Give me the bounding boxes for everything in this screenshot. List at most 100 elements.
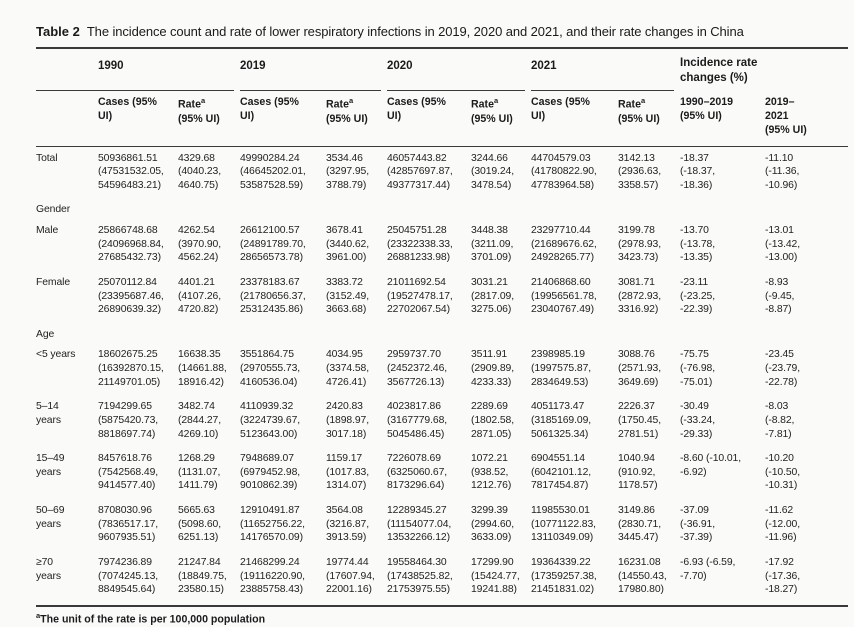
table-cell: 12289345.27 (11154077.04, 13532266.12) — [387, 505, 452, 544]
table-row: 50–69 years 8708030.96 (7836517.17, 96079… — [36, 499, 848, 551]
table-cell: 23297710.44 (21689676.62, 24928265.77) — [531, 225, 597, 264]
table-label: Table 2 — [36, 24, 80, 39]
table-row: Female 25070112.84 (23395687.46, 26890639… — [36, 271, 848, 323]
table-cell: 19774.44 (17607.94, 22001.16) — [326, 556, 375, 596]
table-cell: 25070112.84 (23395687.46, 26890639.32) — [98, 276, 164, 316]
table-cell: 8708030.96 (7836517.17, 9607935.51) — [98, 505, 159, 544]
table-cell: 25866748.68 (24096968.84, 27685432.73) — [98, 225, 164, 264]
table-cell: 1072.21 (938.52, 1212.76) — [471, 453, 512, 492]
table-cell: 4401.21 (4107.26, 4720.82) — [178, 276, 222, 316]
table-cell: 3678.41 (3440.62, 3961.00) — [326, 225, 370, 264]
table-cell: 23378183.67 (21780656.37, 25312435.86) — [240, 276, 306, 316]
table-body: Total 50936861.51 (47531532.05, 54596483.… — [36, 147, 848, 603]
title-rule — [36, 47, 848, 50]
changes-group: Incidence rate changes (%) — [680, 51, 846, 91]
table-cell: 25045751.28 (23322338.33, 26881233.98) — [387, 225, 453, 264]
row-label: Total — [36, 152, 58, 164]
table-cell: 21406868.60 (19956561.78, 23040767.49) — [531, 276, 597, 316]
table-cell: 3534.46 (3297.95, 3788.79) — [326, 152, 370, 191]
table-cell: 7194299.65 (5875420.73, 8818697.74) — [98, 401, 159, 440]
table-cell: 7974236.89 (7074245.13, 8849545.64) — [98, 556, 159, 596]
year-header-row: 1990 2019 2020 2021 Incidence rate chang… — [36, 51, 848, 92]
table-cell: 3031.21 (2817.09, 3275.06) — [471, 276, 515, 316]
table-cell: 11985530.01 (10771122.83, 13110349.09) — [531, 505, 596, 544]
change-header-1990-2019: 1990–2019 (95% UI) — [680, 96, 734, 123]
rate-header-1990: Ratea (95% UI) — [178, 96, 220, 125]
table-cell: 2959737.70 (2452372.46, 3567726.13) — [387, 349, 448, 388]
table-cell: 3088.76 (2571.93, 3649.69) — [618, 349, 662, 388]
table-cell: 50936861.51 (47531532.05, 54596483.21) — [98, 152, 164, 191]
table-cell: -13.01 (-13.42, -13.00) — [765, 225, 801, 264]
table-cell: 2420.83 (1898.97, 3017.18) — [326, 401, 370, 440]
table-footnote: aThe unit of the rate is per 100,000 pop… — [36, 607, 848, 627]
year-label-2020: 2020 — [387, 60, 413, 73]
table-cell: -8.60 (-10.01, -6.92) — [680, 453, 741, 478]
table-cell: 4329.68 (4040.23, 4640.75) — [178, 152, 222, 191]
table-row: Total 50936861.51 (47531532.05, 54596483.… — [36, 147, 848, 199]
table-cell: 3081.71 (2872.93, 3316.92) — [618, 276, 662, 316]
row-label: <5 years — [36, 349, 76, 361]
cases-header-2020: Cases (95% UI) — [387, 96, 446, 123]
table-cell: 3199.78 (2978.93, 3423.73) — [618, 225, 662, 264]
section-row: Age — [36, 323, 848, 344]
year-label-2021: 2021 — [531, 60, 557, 73]
section-row: Gender — [36, 198, 848, 219]
row-label: 15–49 years — [36, 453, 65, 478]
table-cell: -37.09 (-36.91, -37.39) — [680, 505, 716, 544]
table-cell: 46057443.82 (42857697.87, 49377317.44) — [387, 152, 453, 191]
table-cell: 4051173.47 (3185169.09, 5061325.34) — [531, 401, 592, 440]
table-cell: 5665.63 (5098.60, 6251.13) — [178, 505, 222, 544]
row-label: Gender — [36, 204, 71, 216]
table-caption: The incidence count and rate of lower re… — [86, 24, 744, 39]
changes-group-label: Incidence rate changes (%) — [680, 57, 758, 84]
table-cell: 18602675.25 (16392870.15, 21149701.05) — [98, 349, 164, 388]
table2-container: Table 2 The incidence count and rate of l… — [36, 24, 848, 627]
table-row: Male 25866748.68 (24096968.84, 27685432.7… — [36, 219, 848, 271]
table-cell: 3149.86 (2830.71, 3445.47) — [618, 505, 662, 544]
table-cell: 2398985.19 (1997575.87, 2834649.53) — [531, 349, 592, 388]
table-cell: 21247.84 (18849.75, 23580.15) — [178, 556, 227, 596]
table-cell: -11.10 (-11.36, -10.96) — [765, 152, 800, 191]
table-cell: 12910491.87 (11652756.22, 14176570.09) — [240, 505, 305, 544]
table-cell: 4262.54 (3970.90, 4562.24) — [178, 225, 222, 264]
table-row: 5–14 years 7194299.65 (5875420.73, 881869… — [36, 395, 848, 447]
table-cell: -23.45 (-23.79, -22.78) — [765, 349, 801, 388]
table-cell: 1268.29 (1131.07, 1411.79) — [178, 453, 221, 492]
cases-header-2019: Cases (95% UI) — [240, 96, 299, 123]
table-cell: 6904551.14 (6042101.12, 7817454.87) — [531, 453, 592, 492]
bottom-rule — [36, 604, 848, 607]
table-cell: -30.49 (-33.24, -29.33) — [680, 401, 716, 440]
table-cell: -17.92 (-17.36, -18.27) — [765, 556, 801, 596]
row-label: Age — [36, 328, 55, 340]
table-cell: 2289.69 (1802.58, 2871.05) — [471, 401, 515, 440]
table-cell: -23.11 (-23.25, -22.39) — [680, 276, 716, 316]
table-cell: 49990284.24 (46645202.01, 53587528.59) — [240, 152, 306, 191]
row-label: Female — [36, 276, 71, 288]
table-cell: 1159.17 (1017.83, 1314.07) — [326, 453, 370, 492]
table-cell: -13.70 (-13.78, -13.35) — [680, 225, 716, 264]
footnote-text: The unit of the rate is per 100,000 popu… — [40, 613, 266, 626]
table-cell: 26612100.57 (24891789.70, 28656573.78) — [240, 225, 306, 264]
table-cell: 44704579.03 (41780822.90, 47783964.58) — [531, 152, 597, 191]
table-cell: 2226.37 (1750.45, 2781.51) — [618, 401, 662, 440]
table-cell: 3383.72 (3152.49, 3663.68) — [326, 276, 370, 316]
table-cell: 3299.39 (2994.60, 3633.09) — [471, 505, 515, 544]
table-cell: 8457618.76 (7542568.49, 9414577.40) — [98, 453, 159, 492]
table-cell: -8.03 (-8.82, -7.81) — [765, 401, 795, 440]
table-cell: 19558464.30 (17438525.82, 21753975.55) — [387, 556, 453, 596]
table-title: Table 2 The incidence count and rate of l… — [36, 24, 848, 40]
cases-header-2021: Cases (95% UI) — [531, 96, 590, 123]
table-cell: 3482.74 (2844.27, 4269.10) — [178, 401, 222, 440]
table-cell: -10.20 (-10.50, -10.31) — [765, 453, 801, 492]
row-label-header — [36, 96, 98, 137]
table-cell: 1040.94 (910.92, 1178.57) — [618, 453, 658, 492]
rate-header-2021: Ratea (95% UI) — [618, 96, 660, 125]
table-cell: 3244.66 (3019.24, 3478.54) — [471, 152, 515, 191]
table-cell: 4110939.32 (3224739.67, 5123643.00) — [240, 401, 301, 440]
table-row: ≥70 years 7974236.89 (7074245.13, 8849545… — [36, 551, 848, 603]
table-cell: 3551864.75 (2970555.73, 4160536.04) — [240, 349, 301, 388]
table-cell: -11.62 (-12.00, -11.96) — [765, 505, 801, 544]
rate-header-2020: Ratea (95% UI) — [471, 96, 513, 125]
table-cell: 3564.08 (3216.87, 3913.59) — [326, 505, 370, 544]
table-cell: 7948689.07 (6979452.98, 9010862.39) — [240, 453, 301, 492]
